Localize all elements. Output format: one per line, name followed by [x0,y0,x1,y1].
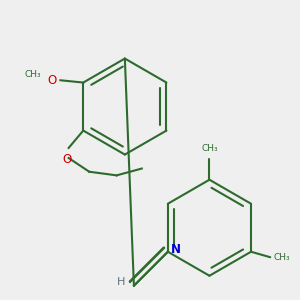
Text: O: O [47,74,57,87]
Text: O: O [62,152,71,166]
Text: CH₃: CH₃ [274,253,290,262]
Text: CH₃: CH₃ [25,70,41,79]
Text: H: H [116,277,125,287]
Text: N: N [171,243,181,256]
Text: CH₃: CH₃ [201,144,218,153]
